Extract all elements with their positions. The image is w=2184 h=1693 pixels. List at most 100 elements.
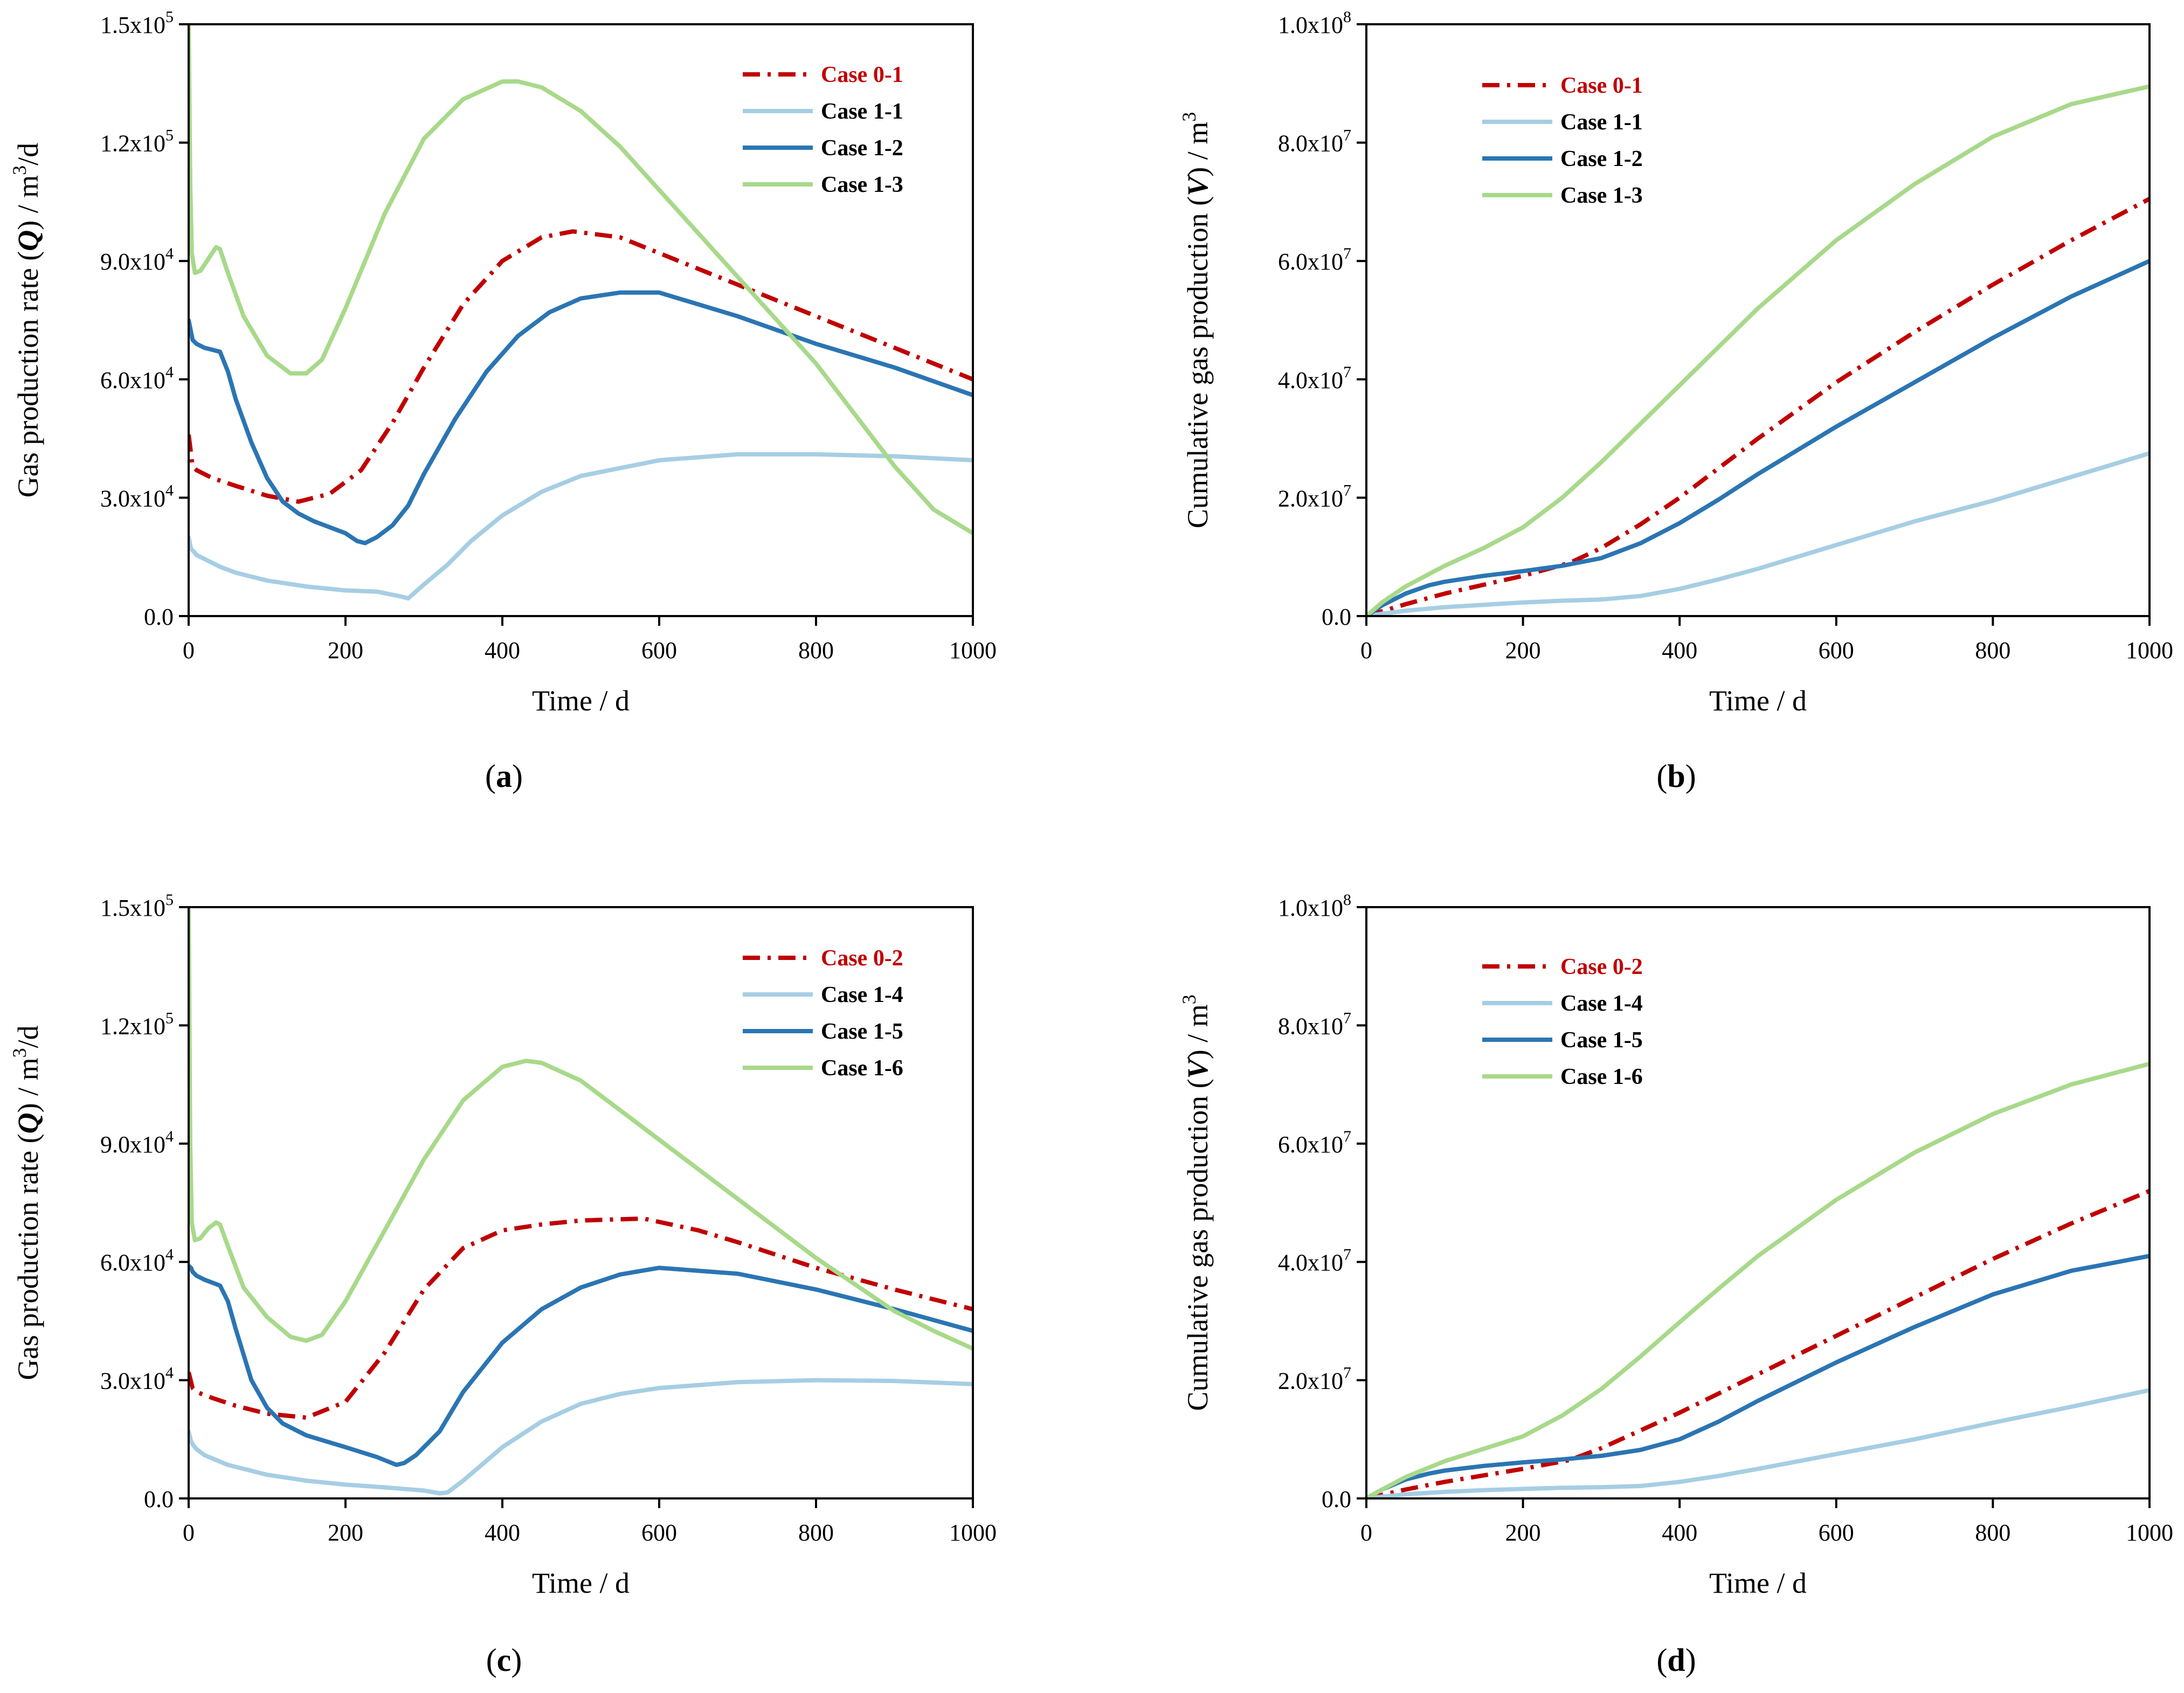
legend-label: Case 1-5	[821, 1019, 903, 1044]
chart-panel-d: 0 200 400 600 800 1000 0.0 2.0x107 4.0x107 6.0x10…	[1178, 891, 2173, 1678]
x-axis-title: Time / d	[1709, 1567, 1807, 1599]
x-tick-label: 600	[641, 637, 677, 664]
x-tick-label: 1000	[2126, 1519, 2173, 1546]
legend: Case 0-1 Case 1-1 Case 1-2 Case 1-3	[743, 63, 903, 197]
x-tick-label: 200	[1505, 1519, 1541, 1546]
y-tick-label: 6.0x107	[1278, 245, 1351, 275]
x-axis-title: Time / d	[532, 1567, 630, 1599]
series-line-case-0-1	[189, 229, 973, 504]
y-tick-label: 0.0	[144, 604, 174, 630]
series-line-case-0-2	[189, 1216, 973, 1420]
series-line-case-1-4	[1366, 1388, 2150, 1498]
x-tick-label: 200	[328, 637, 363, 664]
series-line-case-0-2	[1366, 1188, 2150, 1498]
plot-frame	[188, 23, 974, 617]
y-tick-label: 0.0	[1322, 1486, 1351, 1512]
legend-label: Case 1-3	[821, 172, 903, 197]
x-tick-label: 0	[183, 1519, 195, 1546]
legend-label: Case 1-4	[1560, 991, 1643, 1016]
plot-frame	[1365, 906, 2151, 1499]
y-axis-title: Gas production rate (Q) / m3/d	[9, 143, 44, 497]
legend: Case 0-2 Case 1-4 Case 1-5 Case 1-6	[743, 946, 903, 1081]
y-tick-label: 8.0x107	[1278, 1009, 1351, 1039]
y-axis-title: Cumulative gas production (V) / m3	[1178, 994, 1214, 1411]
y-axis-title: Gas production rate (Q) / m3/d	[9, 1025, 44, 1380]
y-tick-label: 4.0x107	[1278, 1246, 1351, 1276]
series-line-case-1-2	[189, 290, 973, 545]
x-tick-label: 400	[1662, 1519, 1697, 1546]
x-tick-label: 200	[1505, 637, 1541, 664]
series-line-case-1-6	[1366, 1061, 2150, 1498]
x-tick-label: 800	[798, 637, 834, 664]
y-tick-label: 0.0	[1322, 604, 1351, 630]
y-tick-label: 6.0x104	[100, 363, 174, 393]
legend-label: Case 1-6	[1560, 1065, 1643, 1089]
series-group	[189, 907, 973, 1496]
legend: Case 0-2 Case 1-4 Case 1-5 Case 1-6	[1482, 955, 1643, 1089]
y-tick-label: 3.0x104	[100, 481, 174, 512]
legend-label: Case 0-2	[821, 946, 903, 971]
legend-label: Case 1-2	[821, 136, 903, 161]
x-tick-label: 800	[1975, 637, 2010, 664]
y-tick-label: 1.5x105	[100, 891, 174, 921]
series-group	[1366, 1061, 2150, 1498]
x-tick-label: 400	[485, 1519, 520, 1546]
y-tick-label: 1.2x105	[100, 1009, 174, 1039]
y-tick-label: 6.0x104	[100, 1246, 174, 1276]
y-tick-label: 1.0x108	[1278, 891, 1351, 921]
series-line-case-1-2	[1366, 259, 2150, 616]
y-tick-label: 3.0x104	[100, 1364, 174, 1394]
y-tick-label: 9.0x104	[100, 1128, 174, 1158]
x-tick-label: 0	[183, 637, 195, 664]
x-tick-label: 1000	[949, 637, 997, 664]
legend-label: Case 1-5	[1560, 1028, 1643, 1053]
y-tick-label: 4.0x107	[1278, 363, 1351, 393]
panel-label: (d)	[1656, 1642, 1696, 1678]
legend-label: Case 1-1	[821, 99, 903, 124]
y-tick-label: 1.5x105	[100, 8, 174, 38]
plot-frame	[188, 906, 974, 1499]
x-tick-label: 1000	[2126, 637, 2173, 664]
legend-label: Case 1-1	[1560, 110, 1643, 135]
legend-label: Case 1-2	[1560, 147, 1643, 171]
panel-label: (a)	[485, 758, 523, 794]
series-group	[189, 24, 973, 601]
series-line-case-1-1	[1366, 451, 2150, 616]
series-line-case-1-5	[189, 1263, 973, 1467]
series-line-case-1-4	[189, 1378, 973, 1496]
y-tick-label: 8.0x107	[1278, 127, 1351, 157]
y-axis-title: Cumulative gas production (V) / m3	[1178, 112, 1214, 528]
series-line-case-1-3	[1366, 84, 2150, 616]
x-tick-label: 400	[485, 637, 520, 664]
legend-label: Case 1-6	[821, 1056, 903, 1081]
x-tick-label: 800	[798, 1519, 834, 1546]
legend: Case 0-1 Case 1-1 Case 1-2 Case 1-3	[1482, 73, 1643, 208]
legend-label: Case 1-3	[1560, 183, 1643, 208]
y-tick-label: 0.0	[144, 1486, 174, 1512]
x-tick-label: 600	[1819, 637, 1854, 664]
x-tick-label: 600	[1819, 1519, 1854, 1546]
x-tick-label: 400	[1662, 637, 1697, 664]
legend-label: Case 1-4	[821, 983, 903, 1007]
series-line-case-1-5	[1366, 1254, 2150, 1498]
x-tick-label: 1000	[949, 1519, 997, 1546]
series-line-case-1-3	[189, 24, 973, 536]
plot-frame	[1365, 23, 2151, 617]
y-tick-label: 1.2x105	[100, 127, 174, 157]
series-line-case-1-6	[189, 907, 973, 1351]
series-line-case-1-1	[189, 452, 973, 601]
legend-label: Case 0-2	[1560, 955, 1643, 979]
panel-label: (c)	[486, 1642, 522, 1678]
legend-label: Case 0-1	[1560, 73, 1643, 98]
y-tick-label: 9.0x104	[100, 245, 174, 275]
x-axis-title: Time / d	[1709, 685, 1807, 717]
x-tick-label: 0	[1360, 1519, 1372, 1546]
legend-label: Case 0-1	[821, 63, 903, 87]
chart-panel-b: 0 200 400 600 800 1000 0.0 2.0x107 4.0x107 6.0x10…	[1178, 8, 2173, 794]
y-tick-label: 2.0x107	[1278, 481, 1351, 512]
x-tick-label: 200	[328, 1519, 363, 1546]
x-tick-label: 800	[1975, 1519, 2010, 1546]
x-axis-title: Time / d	[532, 685, 630, 717]
x-tick-label: 0	[1360, 637, 1372, 664]
